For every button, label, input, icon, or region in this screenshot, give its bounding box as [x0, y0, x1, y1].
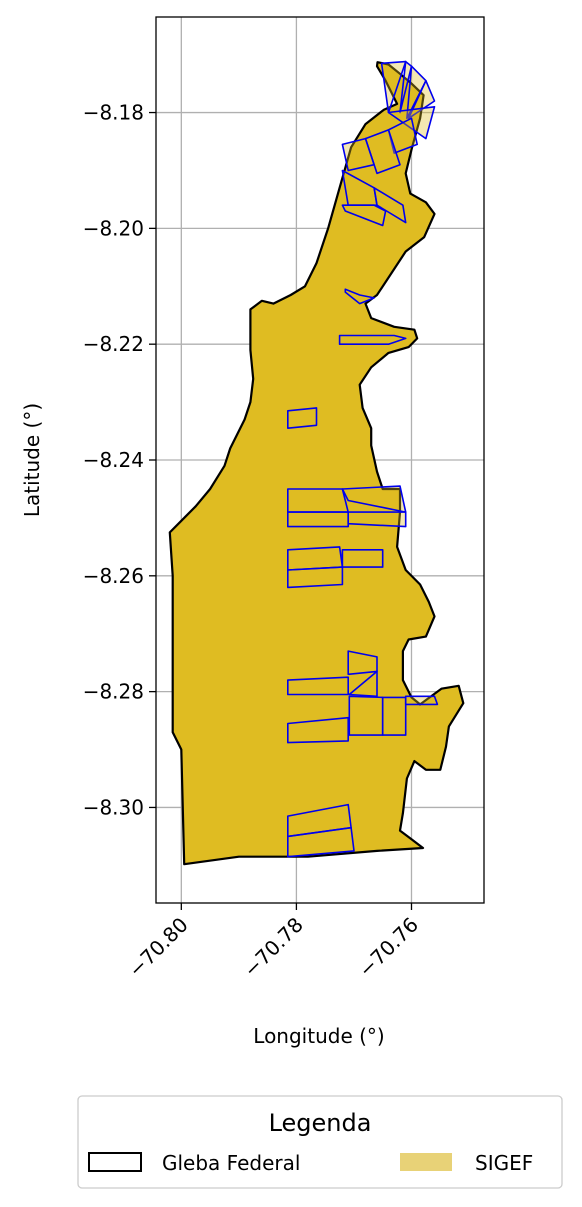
sigef-parcel-25 [348, 695, 384, 736]
sigef-parcel-4 [387, 106, 436, 140]
x-axis-title: Longitude (°) [253, 1024, 384, 1048]
sigef-parcel-5 [387, 117, 419, 154]
y-axis-title: Latitude (°) [20, 403, 44, 517]
sigef-parcel-7 [341, 137, 375, 172]
sigef-parcels-layer [286, 60, 439, 858]
sigef-parcel-16 [347, 511, 407, 528]
sigef-parcel-20 [286, 566, 344, 589]
gleba-federal-layer [168, 61, 465, 866]
sigef-parcel-26 [381, 696, 407, 736]
sigef-parcel-18 [286, 546, 344, 571]
sigef-parcel-10 [373, 187, 407, 224]
x-tick-label-0: −70.80 [124, 913, 193, 982]
gleba-federal-polygon [168, 61, 465, 866]
sigef-parcel-14 [286, 488, 350, 513]
y-tick-label-1: −8.20 [83, 216, 144, 240]
y-tick-label-3: −8.24 [83, 448, 144, 472]
sigef-parcel-24 [286, 716, 350, 744]
sigef-parcel-17 [286, 511, 350, 528]
sigef-parcel-11 [344, 288, 375, 305]
sigef-parcel-13 [286, 407, 318, 430]
x-tick-label-2: −70.76 [354, 913, 423, 982]
y-tick-label-2: −8.22 [83, 332, 144, 356]
x-tick-label-1: −70.78 [239, 913, 308, 982]
legend-swatch-sigef [400, 1153, 452, 1171]
legend-swatch-gleba [88, 1152, 142, 1172]
sigef-parcel-1 [399, 60, 413, 114]
sigef-parcel-12 [338, 334, 407, 346]
sigef-parcel-22 [286, 676, 350, 696]
sigef-parcel-23 [348, 670, 378, 698]
y-tick-label-0: −8.18 [83, 101, 144, 125]
sigef-parcel-27 [404, 695, 439, 706]
legend-label-gleba: Gleba Federal [162, 1151, 300, 1175]
y-tick-label-5: −8.28 [83, 680, 144, 704]
sigef-parcel-0 [380, 60, 407, 114]
legend-label-sigef: SIGEF [475, 1151, 533, 1175]
sigef-parcel-9 [341, 204, 387, 227]
legend: Legenda Gleba Federal SIGEF [77, 1095, 563, 1189]
legend-title: Legenda [269, 1109, 372, 1137]
sigef-parcel-19 [341, 548, 384, 568]
y-tick-label-6: −8.30 [83, 795, 144, 819]
sigef-parcel-29 [286, 826, 355, 858]
y-tick-label-4: −8.26 [83, 564, 144, 588]
